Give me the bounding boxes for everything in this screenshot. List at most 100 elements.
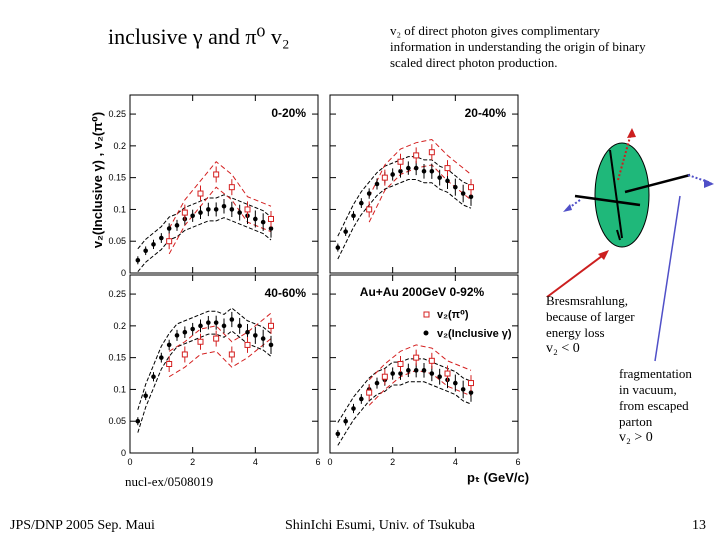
inclusive-point [237, 323, 242, 329]
pi0-point [468, 380, 474, 387]
fragmentation-line-3: from escaped [619, 398, 689, 413]
inclusive-point [151, 374, 156, 380]
pi0-point [166, 361, 173, 367]
fragmentation-line-2: in vacuum, [619, 382, 677, 397]
y-tick-label: 0.15 [108, 173, 126, 183]
inclusive-point [229, 207, 235, 212]
bremsstrahlung-line-4: v₂ < 0 [546, 341, 580, 356]
inclusive-point [429, 168, 435, 174]
inclusive-point [174, 333, 180, 338]
y-tick-label: 0.2 [113, 141, 126, 151]
y-axis-label: v₂(Inclusive γ) , v₂(π⁰) [90, 112, 105, 248]
inclusive-point [143, 393, 148, 399]
y-tick-label: 0.05 [108, 416, 126, 426]
pi0-point [397, 361, 404, 367]
inclusive-point [468, 194, 474, 200]
inclusive-point [268, 226, 274, 231]
inclusive-point [237, 210, 242, 215]
in-plane-arrow-left [565, 199, 581, 211]
pi0-band-upper [368, 138, 472, 197]
inclusive-band-lower [337, 381, 472, 446]
inclusive-point [213, 320, 219, 325]
reference: nucl-ex/0508019 [125, 474, 214, 489]
inclusive-point [245, 329, 250, 335]
inclusive-point [260, 336, 266, 341]
inclusive-point [206, 207, 211, 212]
pi0-point [428, 357, 435, 364]
inclusive-point [135, 418, 141, 424]
inclusive-point [437, 175, 442, 180]
inclusive-point [206, 320, 211, 325]
inclusive-point [159, 355, 164, 360]
pi0-band-upper [368, 344, 472, 381]
inclusive-point [398, 371, 403, 376]
panel-centrality-label: 20-40% [465, 106, 507, 120]
x-tick-label: 4 [253, 457, 258, 467]
inclusive-point [460, 191, 466, 196]
y-tick-label: 0 [121, 268, 126, 278]
y-tick-label: 0.2 [113, 321, 126, 331]
inclusive-band-upper [137, 307, 272, 410]
inclusive-point [268, 342, 274, 348]
inclusive-point [460, 387, 466, 392]
inclusive-point [374, 181, 380, 187]
inclusive-point [390, 371, 395, 376]
x-tick-label: 2 [190, 457, 195, 467]
panel-centrality-label: 40-60% [265, 286, 307, 300]
x-axis-label: pₜ (GeV/c) [467, 470, 529, 485]
panel-frame [129, 94, 319, 274]
inclusive-point [359, 396, 364, 402]
inclusive-point [374, 380, 380, 386]
inclusive-point [413, 368, 419, 373]
inclusive-point [213, 207, 219, 212]
pi0-point [213, 335, 220, 342]
inclusive-point [351, 406, 356, 411]
inclusive-point [159, 235, 164, 241]
pi0-point [197, 190, 204, 197]
panel-group: 00.050.10.150.20.25 0-20% 20-40%0 2 4 600.050… [108, 94, 521, 467]
inclusive-point [253, 333, 258, 338]
inclusive-band-upper [337, 358, 472, 423]
inclusive-point [406, 165, 411, 171]
pi0-point [213, 171, 220, 178]
inclusive-point [343, 229, 348, 234]
inclusive-point [190, 213, 195, 219]
x-tick-label: 2 [390, 457, 395, 467]
inclusive-point [468, 390, 474, 395]
inclusive-point [166, 342, 172, 348]
pi0-point [244, 206, 251, 213]
pi0-point [468, 184, 474, 191]
inclusive-band-lower [137, 217, 272, 273]
parton-jet-line-2 [609, 149, 623, 239]
x-tick-label: 4 [453, 457, 458, 467]
pi0-point [268, 215, 274, 222]
y-tick-label: 0.1 [113, 204, 126, 214]
inclusive-band-upper [137, 194, 272, 250]
pi0-point [397, 158, 404, 165]
x-tick-label: 6 [315, 457, 320, 467]
inclusive-point [221, 203, 227, 209]
pi0-point [366, 206, 373, 213]
inclusive-point [390, 172, 395, 177]
callout-arrowhead-icon [598, 250, 609, 260]
legend-pi0-marker [423, 311, 430, 318]
pi0-point [228, 184, 235, 191]
pi0-point [166, 238, 173, 245]
pi0-point [444, 165, 451, 172]
inclusive-point [335, 245, 341, 250]
system-label: Au+Au 200GeV 0-92% [360, 285, 485, 299]
blue-arrowhead-icon-left [563, 204, 572, 212]
inclusive-band-lower [337, 179, 472, 260]
pi0-point [381, 174, 388, 181]
panel-centrality-label: 0-20% [271, 106, 306, 120]
pi0-point [381, 373, 388, 380]
y-tick-label: 0.1 [113, 384, 126, 394]
legend-inclusive-marker [423, 330, 429, 336]
panel-frame [329, 274, 519, 454]
y-tick-label: 0.25 [108, 289, 126, 299]
pi0-point [366, 389, 373, 396]
inclusive-point [221, 323, 227, 329]
fragmentation-line-5: v₂ > 0 [619, 430, 653, 445]
inclusive-band-upper [337, 156, 472, 237]
